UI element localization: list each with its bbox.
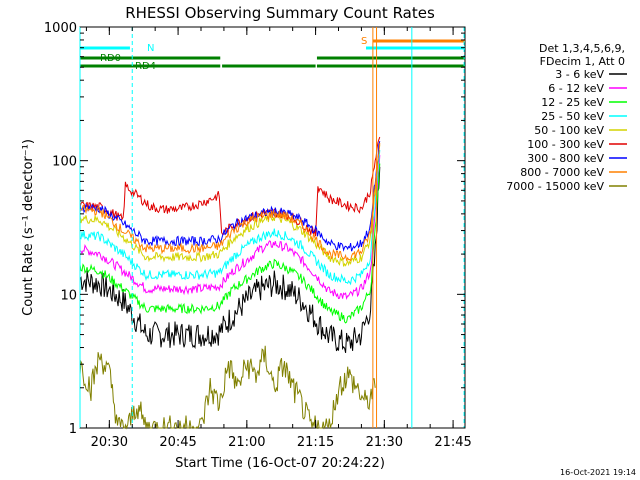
legend-header: Det 1,3,4,5,6,9, — [539, 42, 625, 55]
legend-label: 3 - 6 keV — [555, 68, 604, 81]
y-tick-label: 100 — [52, 155, 77, 170]
x-axis-label: Start Time (16-Oct-07 20:24:22) — [175, 456, 385, 471]
y-tick-label: 1000 — [44, 21, 77, 36]
y-tick-label: 1 — [69, 422, 77, 437]
flag-label-s: S — [361, 36, 367, 47]
legend-label: 12 - 25 keV — [541, 96, 604, 109]
y-axis-label: Count Rate (s⁻¹ detector⁻¹) — [21, 139, 36, 316]
series-line-8 — [79, 143, 381, 262]
axes: 1 10 100 1000 20:30 20:45 21:00 21:15 21:30 21:45… — [21, 21, 472, 450]
series-line-2 — [79, 155, 381, 300]
x-tick-label: 21:00 — [228, 435, 265, 450]
x-tick-label: 21:30 — [366, 435, 403, 450]
footer-date: 16-Oct-2021 19:14 — [560, 468, 636, 477]
flag-label-n: N — [147, 43, 154, 54]
series-layer — [79, 136, 381, 430]
legend-label: 7000 - 15000 keV — [506, 180, 604, 193]
legend-label: 100 - 300 keV — [527, 138, 604, 151]
x-tick-label: 21:15 — [297, 435, 334, 450]
y-tick-label: 10 — [60, 288, 77, 303]
plot-frame — [79, 26, 466, 429]
chart-title: RHESSI Observing Summary Count Rates — [125, 4, 435, 22]
legend-header: FDecim 1, Att 0 — [540, 55, 625, 68]
x-tick-label: 20:30 — [91, 435, 128, 450]
series-line-9 — [79, 345, 376, 430]
series-line-5 — [79, 145, 381, 267]
series-line-4 — [79, 150, 381, 286]
legend-label: 800 - 7000 keV — [520, 166, 604, 179]
legend-label: 300 - 800 keV — [527, 152, 604, 165]
vertical-markers — [79, 27, 465, 428]
x-tick-label: 20:45 — [159, 435, 196, 450]
legend-label: 25 - 50 keV — [541, 110, 604, 123]
series-line-6 — [79, 136, 381, 237]
legend-label: 6 - 12 keV — [548, 82, 604, 95]
series-line-1 — [79, 166, 381, 354]
legend: Det 1,3,4,5,6,9,FDecim 1, Att 03 - 6 keV… — [506, 42, 627, 193]
series-line-7 — [79, 140, 381, 252]
series-line-3 — [79, 163, 381, 324]
legend-label: 50 - 100 keV — [534, 124, 604, 137]
plot-border — [79, 26, 466, 429]
flag-label-rd4: RD4 — [135, 61, 156, 72]
flag-label-rd0: RD0 — [100, 53, 121, 64]
x-tick-label: 21:45 — [434, 435, 471, 450]
flag-bars: RD0 RD4 N S — [80, 36, 465, 72]
